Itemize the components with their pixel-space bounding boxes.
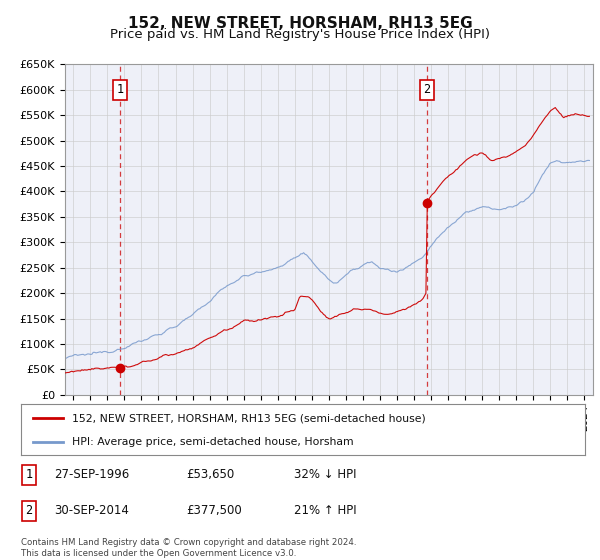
- Text: 1: 1: [25, 468, 32, 482]
- Text: 21% ↑ HPI: 21% ↑ HPI: [294, 504, 356, 517]
- Text: Price paid vs. HM Land Registry's House Price Index (HPI): Price paid vs. HM Land Registry's House …: [110, 28, 490, 41]
- Text: 152, NEW STREET, HORSHAM, RH13 5EG: 152, NEW STREET, HORSHAM, RH13 5EG: [128, 16, 472, 31]
- Text: Contains HM Land Registry data © Crown copyright and database right 2024.
This d: Contains HM Land Registry data © Crown c…: [21, 538, 356, 558]
- Text: 2: 2: [423, 83, 430, 96]
- Text: HPI: Average price, semi-detached house, Horsham: HPI: Average price, semi-detached house,…: [72, 437, 353, 447]
- Text: 32% ↓ HPI: 32% ↓ HPI: [294, 468, 356, 482]
- Text: 30-SEP-2014: 30-SEP-2014: [54, 504, 129, 517]
- Text: £377,500: £377,500: [186, 504, 242, 517]
- Text: 152, NEW STREET, HORSHAM, RH13 5EG (semi-detached house): 152, NEW STREET, HORSHAM, RH13 5EG (semi…: [72, 413, 425, 423]
- Text: £53,650: £53,650: [186, 468, 234, 482]
- Text: 2: 2: [25, 504, 32, 517]
- Text: 1: 1: [116, 83, 124, 96]
- Text: 27-SEP-1996: 27-SEP-1996: [54, 468, 129, 482]
